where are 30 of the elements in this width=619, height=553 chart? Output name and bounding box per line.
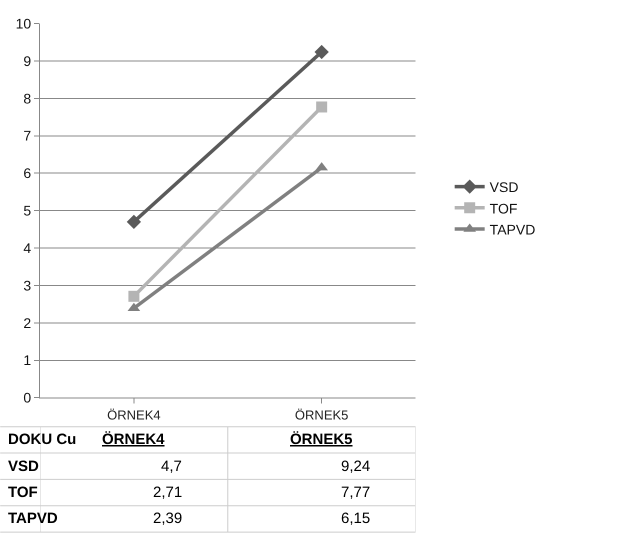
y-tick-label: 3 — [23, 277, 32, 294]
category-label: ÖRNEK5 — [290, 431, 353, 448]
text: VSD — [8, 458, 39, 475]
data-label: 2,39 — [153, 510, 182, 527]
text: DOKU Cu — [8, 431, 76, 448]
data-label: 7,77 — [341, 484, 370, 501]
y-tick-label: 0 — [23, 390, 32, 406]
point — [316, 101, 328, 112]
legend-label: TOF — [490, 200, 518, 216]
point — [128, 290, 140, 302]
legend-label: TAPVD — [490, 221, 536, 238]
y-tick-label: 4 — [23, 240, 32, 256]
y-tick-label: 6 — [23, 165, 32, 182]
data-label: 2,71 — [153, 484, 182, 501]
data-label: 6,15 — [341, 510, 370, 527]
data-label: 4,7 — [161, 458, 182, 475]
category-label: ÖRNEK4 — [102, 431, 165, 448]
y-tick-label: 1 — [23, 352, 32, 368]
data-label: 9,24 — [341, 458, 370, 475]
y-tick-label: 9 — [23, 52, 32, 69]
point — [314, 44, 329, 60]
point — [126, 214, 142, 229]
text: TAPVD — [8, 510, 58, 527]
y-tick-label: 5 — [23, 202, 32, 219]
legend-label: VSD — [490, 179, 518, 196]
text: TOF — [8, 484, 38, 501]
y-tick-label: 7 — [23, 128, 32, 144]
y-tick-label: 10 — [16, 15, 32, 32]
y-tick-label: 2 — [23, 314, 32, 331]
y-tick-label: 8 — [23, 90, 32, 106]
